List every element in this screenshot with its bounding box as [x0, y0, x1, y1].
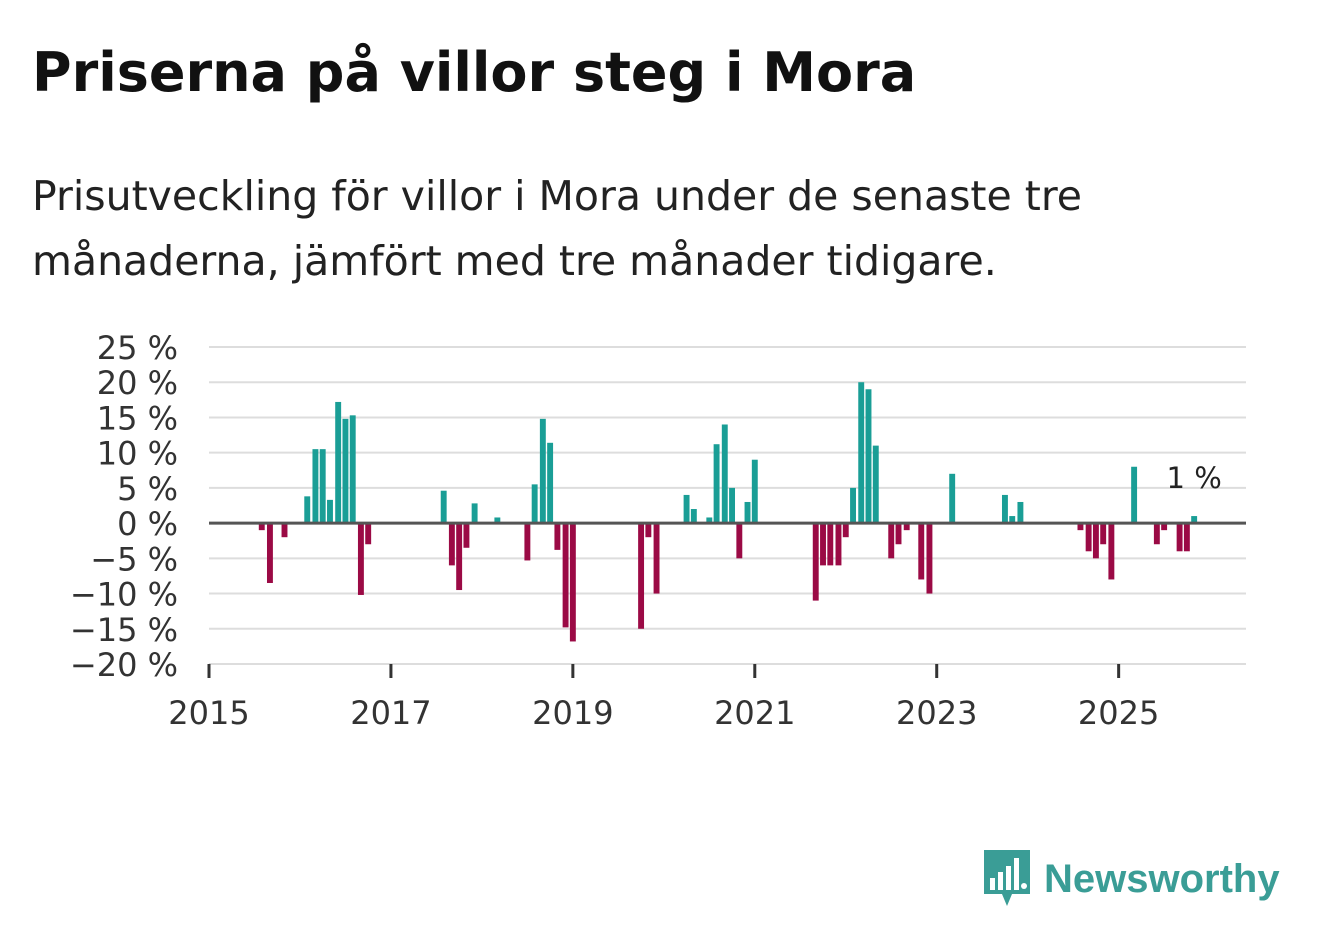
bar	[872, 445, 879, 524]
bar	[1092, 523, 1099, 559]
bar	[440, 490, 447, 524]
bar	[1108, 523, 1115, 580]
x-tick-label: 2025	[1078, 694, 1159, 732]
bar	[1176, 523, 1183, 552]
bar	[327, 499, 333, 524]
brand-logo: Newsworthy	[982, 848, 1280, 910]
bar	[562, 523, 569, 628]
bar	[357, 523, 364, 595]
data-label: 1 %	[1167, 461, 1222, 495]
bar	[736, 523, 743, 559]
y-axis-labels: 25 %20 %15 %10 %5 %0 %−5 %−10 %−15 %−20 …	[70, 329, 178, 684]
bars	[258, 382, 1198, 642]
bar	[827, 523, 834, 566]
bar	[949, 473, 956, 524]
bar	[835, 523, 842, 566]
bar	[842, 523, 849, 538]
bar	[850, 487, 856, 524]
bar	[1017, 501, 1024, 524]
bar	[1100, 523, 1107, 545]
y-tick-label: −15 %	[70, 611, 178, 649]
bar	[918, 523, 925, 580]
bar	[524, 523, 531, 561]
bar	[1161, 523, 1168, 531]
x-axis: 2015 2017 2019 2021 2023 2025	[168, 521, 1246, 732]
y-tick-label: 10 %	[97, 435, 178, 473]
bar	[865, 389, 872, 524]
annotations: 1 %	[1167, 461, 1222, 495]
x-tick-label: 2023	[896, 694, 977, 732]
bar	[706, 517, 713, 524]
bar	[1153, 523, 1160, 545]
bar	[683, 494, 690, 524]
bar-chart-speech-icon	[984, 850, 1030, 906]
y-tick-label: 15 %	[97, 399, 178, 437]
bar	[820, 523, 826, 566]
y-tick-label: 5 %	[117, 470, 178, 508]
bar	[569, 523, 576, 642]
y-tick-label: 0 %	[117, 505, 178, 543]
bar	[365, 523, 372, 545]
bar	[1085, 523, 1092, 552]
bar	[531, 484, 538, 524]
chart-title: Priserna på villor steg i Mora	[32, 41, 917, 104]
bar	[335, 401, 342, 524]
bar	[266, 523, 273, 583]
bar	[1001, 494, 1008, 524]
bar	[926, 523, 933, 594]
bar	[888, 523, 895, 559]
bar	[721, 424, 728, 524]
bar	[258, 523, 265, 531]
bar	[342, 418, 349, 524]
bar	[690, 509, 697, 524]
chart-subtitle: Prisutveckling för villor i Mora under d…	[32, 172, 1083, 285]
x-tick-label: 2015	[168, 694, 249, 732]
bar	[547, 442, 554, 524]
bar	[494, 517, 501, 524]
y-tick-label: −20 %	[70, 646, 178, 684]
bar	[895, 523, 902, 545]
bar	[463, 523, 470, 548]
bar	[554, 523, 561, 550]
bar	[729, 487, 736, 524]
y-tick-label: −10 %	[70, 576, 178, 614]
bar	[1183, 523, 1190, 552]
x-tick-label: 2021	[714, 694, 795, 732]
bar	[812, 523, 819, 601]
y-tick-label: 25 %	[97, 329, 178, 367]
bar	[539, 418, 546, 524]
bar	[713, 444, 720, 524]
bar	[312, 449, 319, 524]
y-tick-label: −5 %	[90, 540, 178, 578]
x-tick-label: 2019	[532, 694, 613, 732]
bar	[319, 449, 326, 524]
bar	[448, 523, 455, 566]
bar	[638, 523, 645, 629]
bar	[349, 415, 356, 524]
brand-name: Newsworthy	[1044, 856, 1280, 901]
bar	[456, 523, 463, 591]
bar-chart: 25 %20 %15 %10 %5 %0 %−5 %−10 %−15 %−20 …	[70, 329, 1246, 732]
bar	[471, 503, 478, 524]
bar	[1191, 516, 1198, 524]
bar	[744, 501, 751, 524]
bar	[1077, 523, 1084, 531]
bar	[653, 523, 660, 594]
bar	[751, 459, 758, 524]
y-tick-label: 20 %	[97, 364, 178, 402]
bar	[304, 496, 311, 524]
x-tick-label: 2017	[350, 694, 431, 732]
bar	[1009, 516, 1016, 524]
bar	[1131, 466, 1138, 524]
bar	[281, 523, 288, 538]
bar	[903, 523, 910, 531]
bar	[645, 523, 652, 538]
bar	[858, 382, 865, 524]
